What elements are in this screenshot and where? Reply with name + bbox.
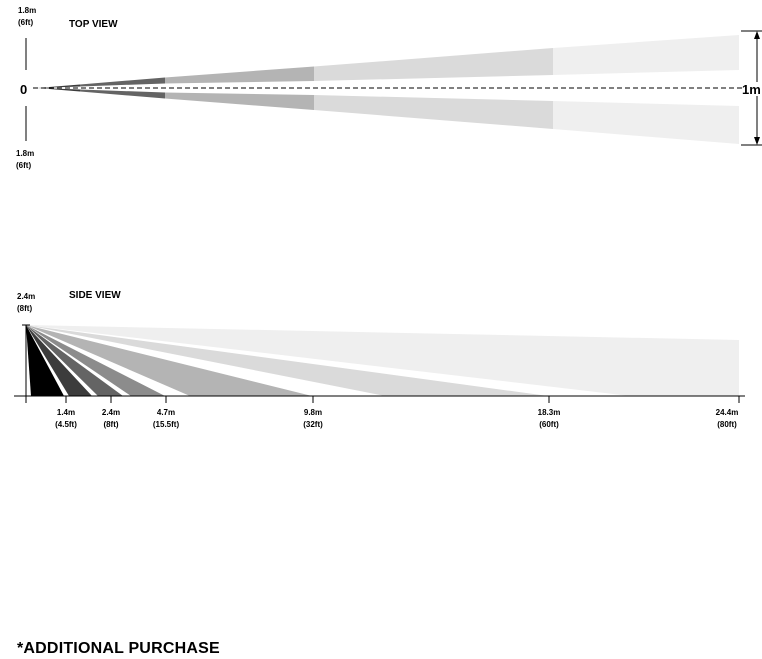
distance-label-4: 9.8m xyxy=(304,408,322,417)
side-zone-5 xyxy=(26,325,312,396)
top-zone-5-upper xyxy=(553,35,739,75)
top-view-title: TOP VIEW xyxy=(69,19,118,30)
top-zone-3-lower xyxy=(165,92,314,110)
top-origin-label: 0 xyxy=(20,82,27,97)
distance-ft-label-4: (32ft) xyxy=(303,420,323,429)
side-view: 2.4m (8ft) SIDE VIEW 1.4m (4.5ft) 2.4m (… xyxy=(14,290,745,429)
distance-label-6: 24.4m xyxy=(716,408,739,417)
distance-ft-label-2: (8ft) xyxy=(103,420,118,429)
top-zone-5-lower xyxy=(553,101,739,144)
distance-label-5: 18.3m xyxy=(538,408,561,417)
side-height-label: 2.4m xyxy=(17,292,35,301)
side-zone-2 xyxy=(26,325,92,396)
top-width-upper-ft-label: (6ft) xyxy=(18,18,33,27)
top-zone-2-lower xyxy=(80,89,165,99)
top-width-lower-ft-label: (6ft) xyxy=(16,161,31,170)
additional-purchase-note: *ADDITIONAL PURCHASE xyxy=(17,640,220,657)
side-zone-4 xyxy=(26,325,165,396)
side-view-title: SIDE VIEW xyxy=(69,290,121,301)
side-height-ft-label: (8ft) xyxy=(17,304,32,313)
distance-label-3: 4.7m xyxy=(157,408,175,417)
top-zone-2-upper xyxy=(80,77,165,87)
side-zone-1 xyxy=(26,325,64,396)
top-zone-1-upper xyxy=(37,84,80,88)
distance-ft-label-5: (60ft) xyxy=(539,420,559,429)
top-zone-4-upper xyxy=(314,48,553,81)
top-right-arrowhead-up xyxy=(754,31,760,39)
distance-label-1: 1.4m xyxy=(57,408,75,417)
distance-ft-label-1: (4.5ft) xyxy=(55,420,77,429)
top-zone-4-lower xyxy=(314,95,553,129)
top-zone-3-upper xyxy=(165,66,314,84)
distance-ft-label-6: (80ft) xyxy=(717,420,737,429)
side-zone-6 xyxy=(26,325,548,396)
top-width-upper-label: 1.8m xyxy=(18,6,36,15)
side-zone-7 xyxy=(26,325,739,396)
top-zone-1-lower xyxy=(37,88,80,92)
distance-label-2: 2.4m xyxy=(102,408,120,417)
top-far-label: 1m xyxy=(742,82,761,97)
top-right-arrowhead-down xyxy=(754,137,760,145)
side-zone-3 xyxy=(26,325,123,396)
distance-ft-label-3: (15.5ft) xyxy=(153,420,180,429)
top-view: 1.8m (6ft) 1.8m (6ft) TOP VIEW 0 1m xyxy=(16,6,762,170)
top-width-lower-label: 1.8m xyxy=(16,149,34,158)
